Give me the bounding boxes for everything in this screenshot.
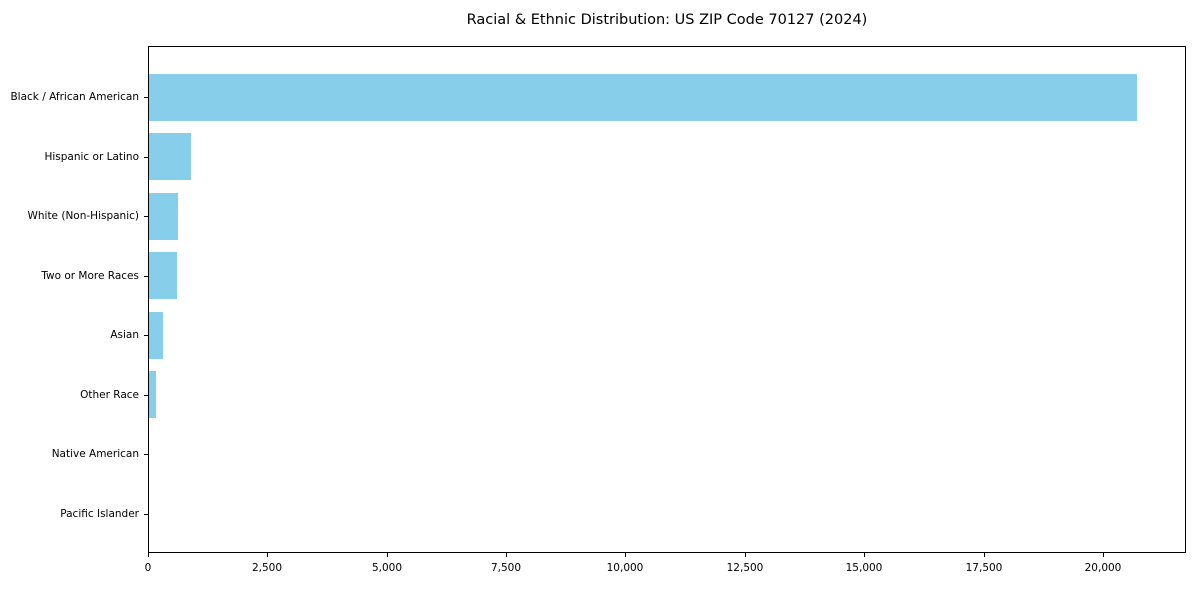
bar <box>149 252 177 300</box>
x-tick-label: 17,500 <box>965 562 1003 574</box>
bar <box>149 133 191 181</box>
y-tick-mark <box>144 276 148 277</box>
category-label: Hispanic or Latino <box>44 151 139 163</box>
y-tick-mark <box>144 216 148 217</box>
x-tick-label: 5,000 <box>371 562 403 574</box>
bar <box>149 192 178 240</box>
x-tick-label: 2,500 <box>251 562 283 574</box>
category-label: Native American <box>51 448 139 460</box>
category-label: Other Race <box>80 389 139 401</box>
chart-title: Racial & Ethnic Distribution: US ZIP Cod… <box>466 12 868 28</box>
plot-area <box>148 46 1186 553</box>
x-tick-mark <box>864 553 865 557</box>
x-tick-label: 7,500 <box>490 562 522 574</box>
x-tick-mark <box>506 553 507 557</box>
x-tick-label: 0 <box>144 562 152 574</box>
x-tick-label: 15,000 <box>845 562 883 574</box>
x-tick-mark <box>625 553 626 557</box>
category-label: White (Non-Hispanic) <box>27 210 139 222</box>
category-label: Two or More Races <box>41 270 139 282</box>
y-tick-mark <box>144 454 148 455</box>
x-tick-mark <box>745 553 746 557</box>
y-tick-mark <box>144 335 148 336</box>
x-tick-label: 20,000 <box>1084 562 1122 574</box>
x-tick-mark <box>148 553 149 557</box>
x-tick-mark <box>387 553 388 557</box>
category-label: Black / African American <box>10 91 139 103</box>
x-tick-mark <box>984 553 985 557</box>
x-tick-mark <box>1103 553 1104 557</box>
category-label: Pacific Islander <box>60 508 139 520</box>
category-label: Asian <box>110 329 139 341</box>
y-tick-mark <box>144 97 148 98</box>
y-tick-mark <box>144 157 148 158</box>
bar <box>149 311 163 359</box>
y-tick-mark <box>144 395 148 396</box>
x-tick-label: 10,000 <box>606 562 644 574</box>
x-tick-label: 12,500 <box>726 562 764 574</box>
y-tick-mark <box>144 514 148 515</box>
bar <box>149 371 156 419</box>
x-tick-mark <box>267 553 268 557</box>
bar <box>149 73 1137 121</box>
